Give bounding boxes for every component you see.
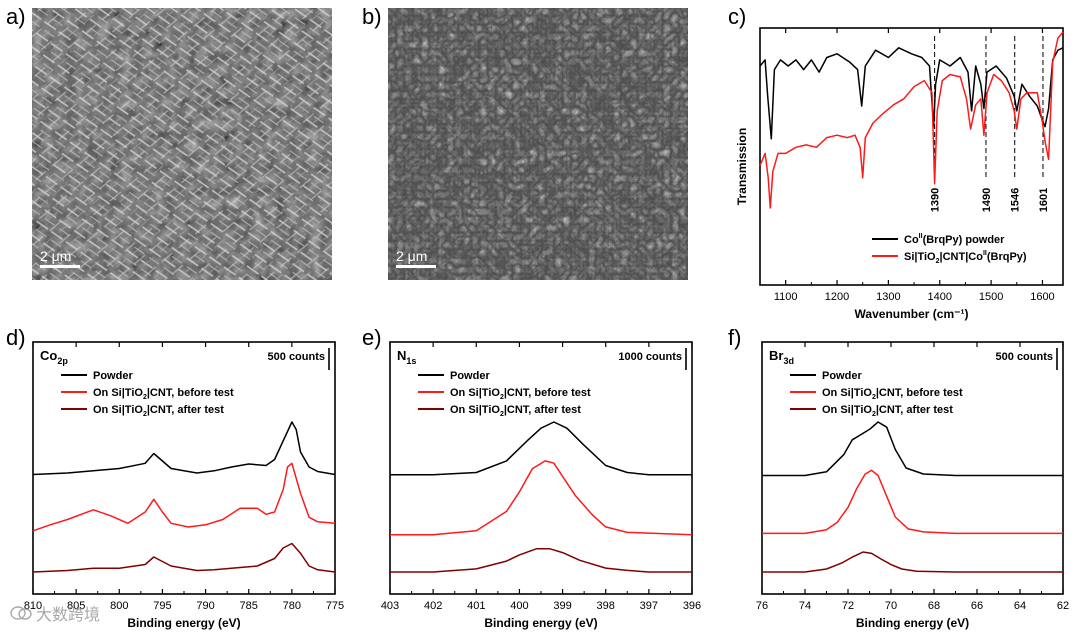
element-label: N1s xyxy=(397,348,416,366)
x-axis-label: Wavenumber (cm⁻¹) xyxy=(855,307,969,321)
x-tick-label: 398 xyxy=(597,600,615,612)
x-tick-label: 800 xyxy=(110,600,128,612)
chart-d: 810 805 800 795 790 785 780 775 Binding energy (… xyxy=(24,341,344,630)
legend-entry: CoII(BrqPy) powder xyxy=(904,233,1005,246)
series-line-f-1 xyxy=(762,469,1063,535)
legend-entry: Si|TiO2|CNT|CoII(BrqPy) xyxy=(904,250,1027,265)
series-line-e-0 xyxy=(390,421,692,476)
x-tick-label: 1100 xyxy=(774,291,798,303)
x-tick-label: 397 xyxy=(640,600,658,612)
x-tick-label: 1500 xyxy=(979,291,1003,303)
series-line-e-1 xyxy=(390,460,693,536)
annotation-label-1546: 1546 xyxy=(1010,188,1022,212)
x-tick-label: 66 xyxy=(971,600,983,612)
annotation-label-1390: 1390 xyxy=(930,188,942,212)
x-tick-label: 403 xyxy=(381,600,399,612)
sem-image-a: 2 μm xyxy=(32,8,332,280)
series-line-e-2 xyxy=(390,547,692,573)
chart-c: 1100 1200 1300 1400 1500 1600 Wavenumber (cm⁻¹… xyxy=(735,27,1064,321)
scale-bar-a-label: 2 μm xyxy=(40,248,72,264)
panel-label-a: a) xyxy=(6,4,26,29)
x-tick-label: 795 xyxy=(153,600,171,612)
counts-scale-label: 1000 counts xyxy=(618,351,682,363)
panel-label-d: d) xyxy=(6,325,26,350)
scale-bar-a: 2 μm xyxy=(40,248,80,268)
x-tick-label: 1300 xyxy=(876,291,900,303)
series-line-f-2 xyxy=(762,551,1063,573)
series-line-c-1 xyxy=(759,31,1064,209)
panel-label-f: f) xyxy=(728,325,742,350)
chart-d-frame xyxy=(32,341,336,595)
x-tick-label: 1200 xyxy=(825,291,849,303)
x-tick-label: 401 xyxy=(467,600,485,612)
x-tick-label: 70 xyxy=(885,600,897,612)
series-line-f-0 xyxy=(762,421,1063,477)
x-tick-label: 1400 xyxy=(928,291,952,303)
x-tick-label: 74 xyxy=(799,600,811,612)
x-axis-label: Binding energy (eV) xyxy=(484,616,597,630)
sem-image-b: 2 μm xyxy=(388,8,688,280)
chart-f-frame xyxy=(761,341,1064,595)
legend-entry: On Si|TiO2|CNT, before test xyxy=(450,387,591,401)
x-tick-label: 396 xyxy=(683,600,701,612)
chart-f: 76 74 72 70 68 66 64 62 Binding energy (eV) Br3d 5… xyxy=(756,341,1069,630)
series-line-d-0 xyxy=(32,421,336,476)
watermark: 大数跨境 xyxy=(10,601,100,625)
y-axis-label: Transmission xyxy=(735,128,749,205)
element-label: Co2p xyxy=(40,348,68,366)
x-tick-label: 775 xyxy=(326,600,344,612)
x-tick-label: 400 xyxy=(510,600,528,612)
chart-c-frame xyxy=(759,27,1064,286)
x-tick-label: 62 xyxy=(1057,600,1069,612)
x-tick-label: 64 xyxy=(1014,600,1026,612)
scale-bar-a-line xyxy=(40,265,80,268)
scale-bar-b: 2 μm xyxy=(396,248,436,268)
legend-entry: On Si|TiO2|CNT, before test xyxy=(822,387,963,401)
x-axis-label: Binding energy (eV) xyxy=(856,616,969,630)
x-axis-label: Binding energy (eV) xyxy=(127,616,240,630)
panel-label-b: b) xyxy=(362,4,382,29)
x-tick-label: 790 xyxy=(196,600,214,612)
series-line-d-1 xyxy=(32,462,336,532)
x-tick-label: 785 xyxy=(240,600,258,612)
x-tick-label: 805 xyxy=(67,600,85,612)
annotation-label-1601: 1601 xyxy=(1038,188,1050,212)
scale-bar-b-label: 2 μm xyxy=(396,248,428,264)
legend-entry: On Si|TiO2|CNT, after test xyxy=(822,404,953,418)
element-label: Br3d xyxy=(769,348,794,366)
legend-entry: Powder xyxy=(93,370,133,382)
x-tick-label: 68 xyxy=(928,600,940,612)
x-tick-label: 399 xyxy=(553,600,571,612)
panel-label-c: c) xyxy=(728,4,747,29)
legend-entry: On Si|TiO2|CNT, before test xyxy=(93,387,234,401)
scale-bar-b-line xyxy=(396,265,436,268)
x-tick-label: 402 xyxy=(424,600,442,612)
series-line-d-2 xyxy=(32,542,336,573)
sem-nanowires-image xyxy=(32,8,332,280)
x-tick-label: 780 xyxy=(283,600,301,612)
panel-label-e: e) xyxy=(362,325,382,350)
watermark-text: 大数跨境 xyxy=(36,607,101,624)
sem-cnt-network-image xyxy=(388,8,688,280)
counts-scale-label: 500 counts xyxy=(268,351,325,363)
chart-e: 403 402 401 400 399 398 397 396 Binding energy (… xyxy=(381,341,701,630)
chat-bubble-icon xyxy=(10,606,32,620)
x-tick-label: 1600 xyxy=(1030,291,1054,303)
annotation-label-1490: 1490 xyxy=(981,188,993,212)
legend-entry: On Si|TiO2|CNT, after test xyxy=(450,404,581,418)
legend-entry: Powder xyxy=(450,370,490,382)
x-tick-label: 72 xyxy=(842,600,854,612)
chart-e-frame xyxy=(389,341,693,595)
counts-scale-label: 500 counts xyxy=(996,351,1053,363)
legend-entry: On Si|TiO2|CNT, after test xyxy=(93,404,224,418)
legend-entry: Powder xyxy=(822,370,862,382)
x-tick-label: 76 xyxy=(756,600,768,612)
x-tick-label: 810 xyxy=(24,600,42,612)
